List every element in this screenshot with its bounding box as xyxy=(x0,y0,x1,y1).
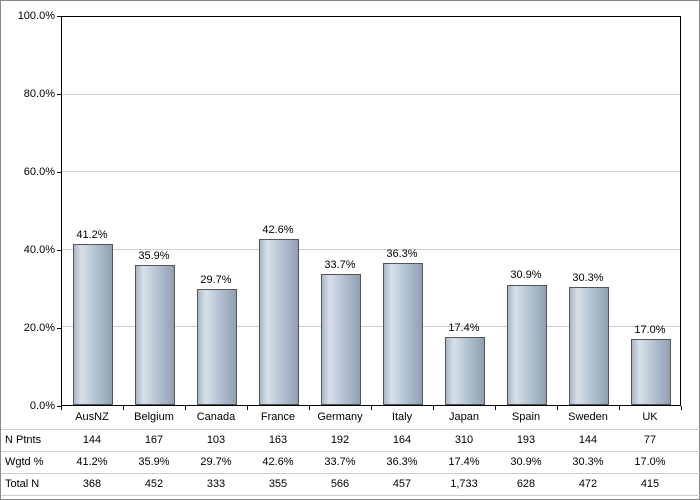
table-cell: 310 xyxy=(433,434,495,446)
bar-value-label: 17.0% xyxy=(620,324,680,336)
table-cell: 17.0% xyxy=(619,456,681,468)
category-label: Belgium xyxy=(123,411,185,423)
category-label: Japan xyxy=(433,411,495,423)
table-cell: 144 xyxy=(557,434,619,446)
chart-container: 0.0% 20.0% 40.0% 60.0% 80.0% 100.0% AusNZBelg… xyxy=(0,0,700,500)
table-cell: 333 xyxy=(185,478,247,490)
bar xyxy=(631,339,671,405)
bar xyxy=(383,263,423,405)
table-cell: 35.9% xyxy=(123,456,185,468)
bar-value-label: 41.2% xyxy=(62,229,122,241)
table-cell: 1,733 xyxy=(433,478,495,490)
table-cell: 29.7% xyxy=(185,456,247,468)
bar-value-label: 35.9% xyxy=(124,250,184,262)
table-cell: 36.3% xyxy=(371,456,433,468)
table-row-label-2: Total N xyxy=(5,478,59,490)
bar xyxy=(569,287,609,405)
table-cell: 30.3% xyxy=(557,456,619,468)
table-cell: 472 xyxy=(557,478,619,490)
table-cell: 566 xyxy=(309,478,371,490)
plot-area xyxy=(61,16,681,406)
bar xyxy=(135,265,175,405)
table-cell: 164 xyxy=(371,434,433,446)
category-label: AusNZ xyxy=(61,411,123,423)
y-tick-label: 20.0% xyxy=(5,322,55,334)
table-cell: 30.9% xyxy=(495,456,557,468)
bar-value-label: 36.3% xyxy=(372,248,432,260)
bar xyxy=(321,274,361,405)
bar xyxy=(445,337,485,405)
table-cell: 457 xyxy=(371,478,433,490)
category-label: France xyxy=(247,411,309,423)
y-tick-label: 0.0% xyxy=(5,400,55,412)
table-cell: 628 xyxy=(495,478,557,490)
bar-value-label: 29.7% xyxy=(186,274,246,286)
table-cell: 77 xyxy=(619,434,681,446)
table-cell: 144 xyxy=(61,434,123,446)
bar xyxy=(73,244,113,405)
table-cell: 103 xyxy=(185,434,247,446)
category-label: Spain xyxy=(495,411,557,423)
bar xyxy=(259,239,299,405)
table-cell: 163 xyxy=(247,434,309,446)
category-label: UK xyxy=(619,411,681,423)
table-cell: 452 xyxy=(123,478,185,490)
table-cell: 167 xyxy=(123,434,185,446)
bar-value-label: 33.7% xyxy=(310,259,370,271)
y-tick-label: 100.0% xyxy=(5,10,55,22)
table-row-label-1: Wgtd % xyxy=(5,456,59,468)
table-cell: 41.2% xyxy=(61,456,123,468)
bar xyxy=(507,285,547,406)
table-cell: 193 xyxy=(495,434,557,446)
category-label: Germany xyxy=(309,411,371,423)
category-label: Italy xyxy=(371,411,433,423)
y-tick-label: 40.0% xyxy=(5,244,55,256)
category-label: Canada xyxy=(185,411,247,423)
table-cell: 17.4% xyxy=(433,456,495,468)
y-tick-label: 80.0% xyxy=(5,88,55,100)
bar-value-label: 30.3% xyxy=(558,272,618,284)
category-label: Sweden xyxy=(557,411,619,423)
table-cell: 355 xyxy=(247,478,309,490)
table-cell: 415 xyxy=(619,478,681,490)
bar-value-label: 42.6% xyxy=(248,224,308,236)
table-cell: 192 xyxy=(309,434,371,446)
table-cell: 33.7% xyxy=(309,456,371,468)
y-tick-label: 60.0% xyxy=(5,166,55,178)
bar-value-label: 30.9% xyxy=(496,269,556,281)
bar xyxy=(197,289,237,405)
bar-value-label: 17.4% xyxy=(434,322,494,334)
table-row-label-0: N Ptnts xyxy=(5,434,59,446)
table-cell: 368 xyxy=(61,478,123,490)
table-cell: 42.6% xyxy=(247,456,309,468)
